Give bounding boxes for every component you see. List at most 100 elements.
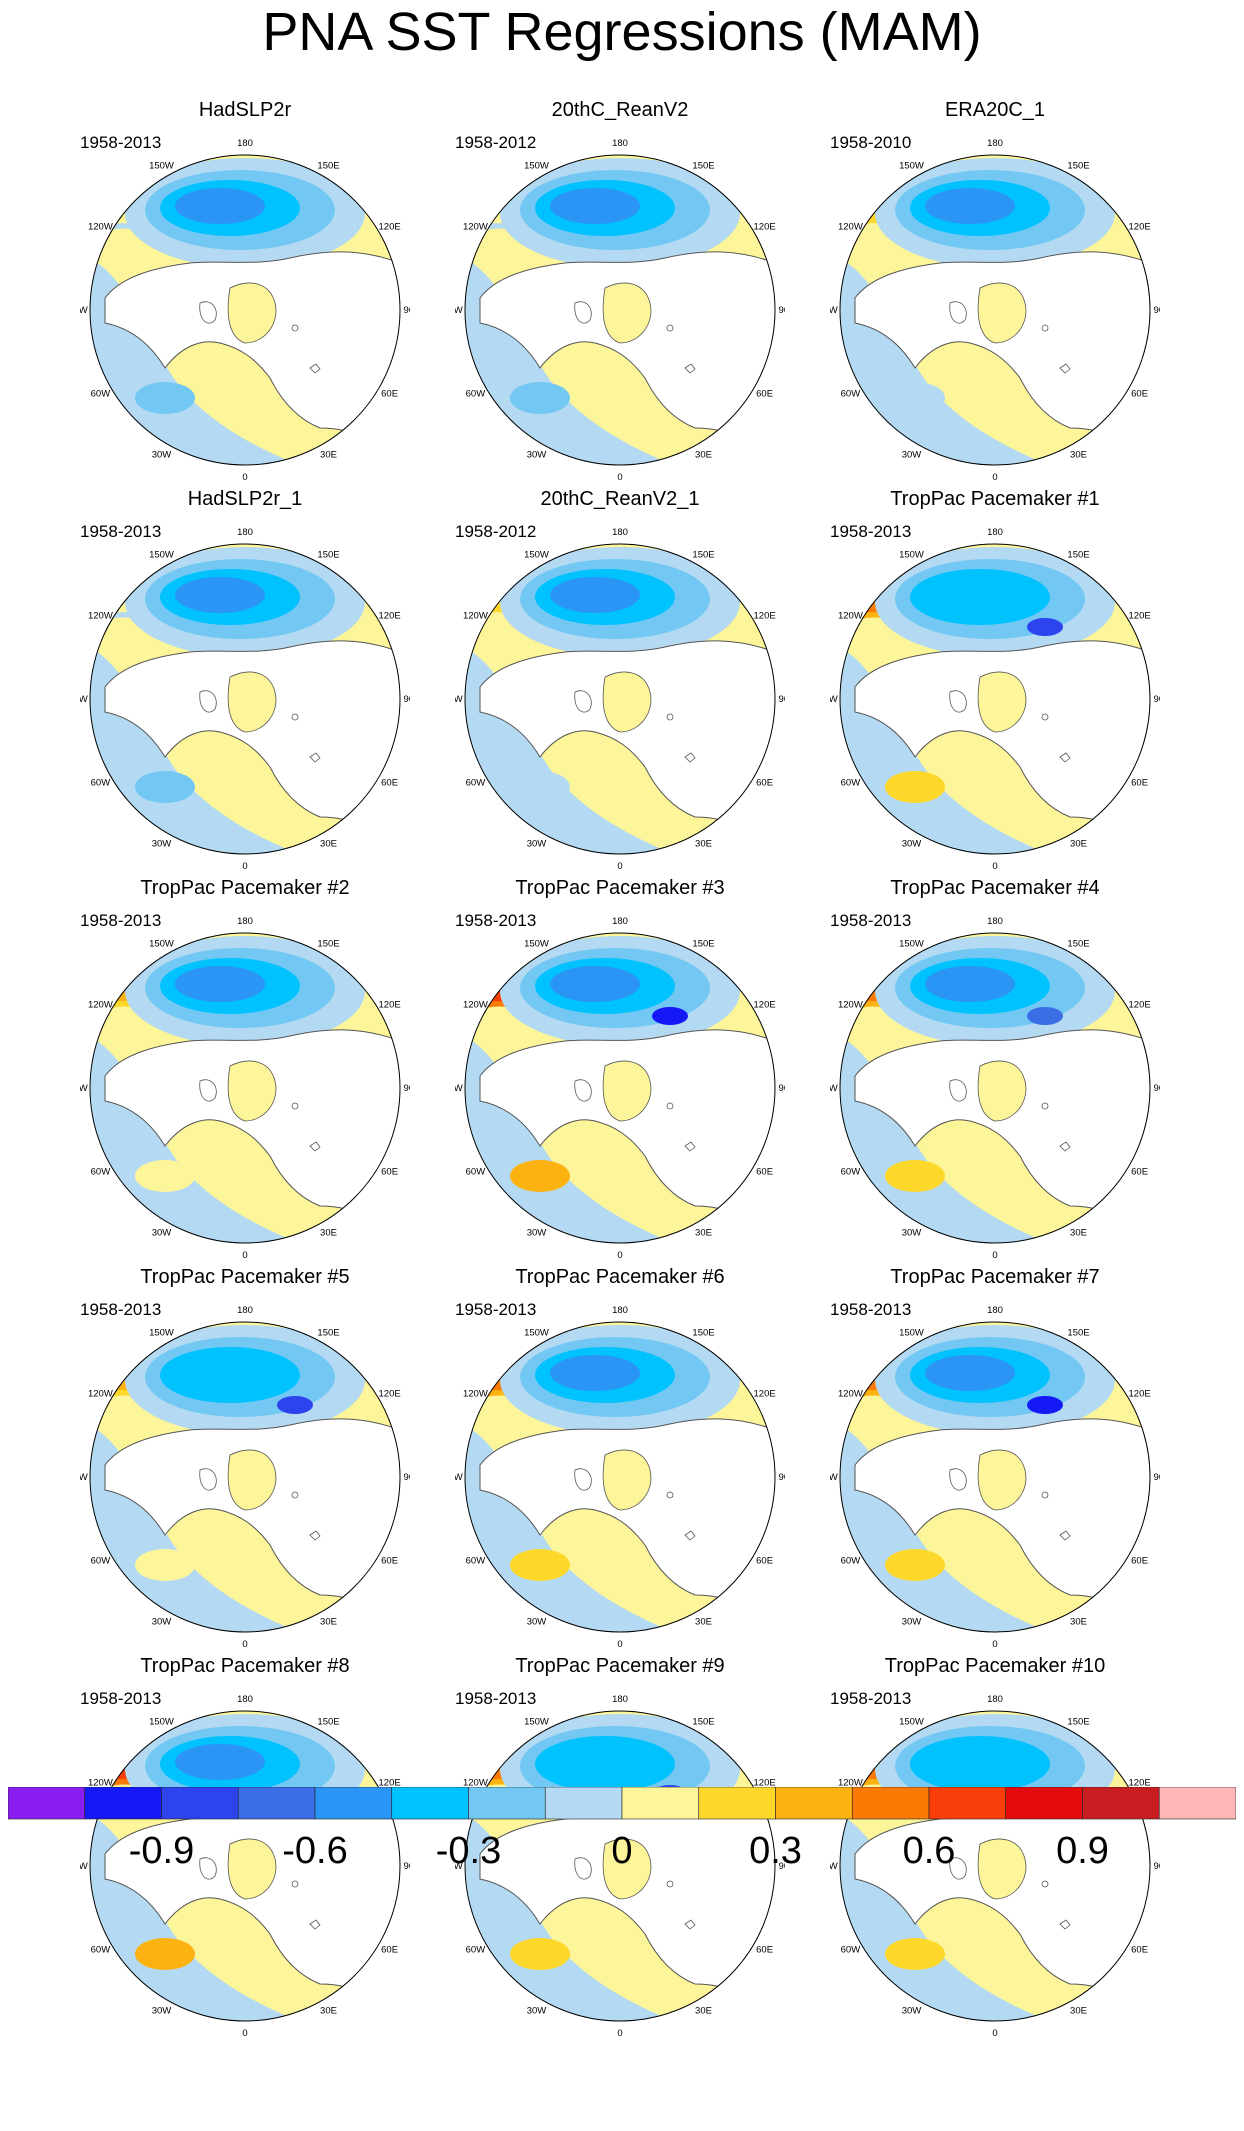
panel-title: TropPac Pacemaker #1 [890, 488, 1100, 510]
longitude-label: 120E [379, 611, 401, 622]
panel-period: 1958-2013 [80, 522, 162, 541]
longitude-label: 30E [320, 2006, 337, 2017]
colorbar-swatch [8, 1787, 86, 1820]
sst-field [90, 155, 400, 465]
longitude-label: 0 [992, 861, 997, 872]
longitude-label: 60E [756, 1945, 773, 1956]
longitude-label: 120W [838, 222, 863, 233]
longitude-label: 120W [838, 1778, 863, 1789]
map-panel: 180 150E 120E 90E 60E 30E 0 30W 60W 90W 120W 150W Tr… [830, 876, 1160, 1266]
panel-title: HadSLP2r [198, 99, 292, 121]
longitude-label: 150W [899, 549, 924, 560]
longitude-label: 180 [612, 527, 628, 538]
polar-map: 180 150E 120E 90E 60E 30E 0 30W 60W 90W 120W 150W [80, 1305, 410, 1650]
panel-period: 1958-2013 [455, 911, 537, 930]
longitude-label: 150W [899, 1327, 924, 1338]
longitude-label: 90W [455, 305, 463, 316]
longitude-label: 150W [149, 1716, 174, 1727]
map-panel: 180 150E 120E 90E 60E 30E 0 30W 60W 90W 120W 150W 20… [455, 487, 785, 877]
map-panel: 180 150E 120E 90E 60E 30E 0 30W 60W 90W 120W 150W Tr… [80, 1265, 410, 1655]
colorbar-swatch [1082, 1787, 1160, 1820]
longitude-label: 30E [1070, 2006, 1087, 2017]
longitude-label: 90W [80, 1472, 88, 1483]
panel-title: ERA20C_1 [944, 99, 1046, 121]
longitude-label: 150W [899, 938, 924, 949]
colorbar-swatch [698, 1787, 776, 1820]
longitude-label: 180 [612, 138, 628, 149]
longitude-label: 180 [612, 1305, 628, 1316]
longitude-label: 150W [149, 160, 174, 171]
longitude-label: 90W [455, 1472, 463, 1483]
longitude-label: 180 [237, 1305, 253, 1316]
longitude-label: 90E [1154, 1083, 1160, 1094]
colorbar-tick-label: 0.6 [902, 1830, 956, 1872]
longitude-label: 180 [987, 1305, 1003, 1316]
longitude-label: 60E [756, 1167, 773, 1178]
sst-field [465, 1322, 775, 1632]
sst-field [840, 1322, 1150, 1632]
longitude-label: 150W [899, 160, 924, 171]
longitude-label: 180 [612, 1694, 628, 1705]
panel-title: TropPac Pacemaker #10 [884, 1655, 1106, 1677]
longitude-label: 150E [1067, 549, 1089, 560]
polar-map: 180 150E 120E 90E 60E 30E 0 30W 60W 90W 120W 150W [455, 916, 785, 1261]
colorbar-tick-label: -0.6 [282, 1830, 348, 1872]
colorbar-swatch [237, 1787, 316, 1820]
longitude-label: 120E [379, 1000, 401, 1011]
panel-period: 1958-2013 [830, 1300, 912, 1319]
longitude-label: 30W [902, 1617, 922, 1628]
longitude-label: 30E [695, 1228, 712, 1239]
longitude-label: 120W [463, 222, 488, 233]
polar-map: 180 150E 120E 90E 60E 30E 0 30W 60W 90W 120W 150W [455, 1305, 785, 1650]
longitude-label: 90E [404, 1472, 410, 1483]
panel-title: TropPac Pacemaker #3 [515, 877, 725, 899]
panel-title: TropPac Pacemaker #9 [515, 1655, 725, 1677]
longitude-label: 0 [992, 2028, 997, 2039]
panel-title: HadSLP2r_1 [187, 488, 303, 510]
sst-field [840, 1711, 1150, 2021]
longitude-label: 60W [91, 1945, 111, 1956]
longitude-label: 150E [1067, 1327, 1089, 1338]
longitude-label: 150W [899, 1716, 924, 1727]
longitude-label: 120E [1129, 222, 1151, 233]
longitude-label: 60E [381, 778, 398, 789]
longitude-label: 60E [381, 1945, 398, 1956]
longitude-label: 90W [455, 694, 463, 705]
longitude-label: 30E [695, 839, 712, 850]
panel-period: 1958-2010 [830, 133, 912, 152]
longitude-label: 30W [902, 1228, 922, 1239]
longitude-label: 60W [841, 1556, 861, 1567]
longitude-label: 120E [754, 1778, 776, 1789]
longitude-label: 30E [1070, 450, 1087, 461]
longitude-label: 90E [779, 1083, 785, 1094]
sst-field [840, 155, 1150, 465]
map-panel: 180 150E 120E 90E 60E 30E 0 30W 60W 90W 120W 150W Ha… [80, 98, 410, 488]
longitude-label: 30E [695, 450, 712, 461]
longitude-label: 90E [779, 1472, 785, 1483]
longitude-label: 150E [692, 549, 714, 560]
panel-title: 20thC_ReanV2 [551, 99, 689, 121]
longitude-label: 90W [830, 1083, 838, 1094]
longitude-label: 60E [381, 389, 398, 400]
map-panel: 180 150E 120E 90E 60E 30E 0 30W 60W 90W 120W 150W Tr… [455, 876, 785, 1266]
longitude-label: 150W [149, 549, 174, 560]
longitude-label: 60E [381, 1167, 398, 1178]
map-panel: 180 150E 120E 90E 60E 30E 0 30W 60W 90W 120W 150W Tr… [830, 1654, 1160, 2044]
polar-map: 180 150E 120E 90E 60E 30E 0 30W 60W 90W 120W 150W [455, 138, 785, 483]
polar-map: 180 150E 120E 90E 60E 30E 0 30W 60W 90W 120W 150W [80, 527, 410, 872]
longitude-label: 90E [1154, 305, 1160, 316]
longitude-label: 120E [379, 1389, 401, 1400]
map-panel: 180 150E 120E 90E 60E 30E 0 30W 60W 90W 120W 150W Tr… [830, 1265, 1160, 1655]
longitude-label: 60W [466, 1945, 486, 1956]
longitude-label: 120E [1129, 611, 1151, 622]
longitude-label: 30W [152, 839, 172, 850]
longitude-label: 60E [1131, 1945, 1148, 1956]
panel-period: 1958-2013 [80, 1689, 162, 1708]
colorbar-tick-label: 0 [611, 1830, 633, 1872]
panel-title: TropPac Pacemaker #5 [140, 1266, 350, 1288]
longitude-label: 150E [692, 938, 714, 949]
longitude-label: 30W [902, 2006, 922, 2017]
longitude-label: 120E [754, 1000, 776, 1011]
longitude-label: 30W [527, 1228, 547, 1239]
colorbar-swatch [851, 1787, 930, 1820]
